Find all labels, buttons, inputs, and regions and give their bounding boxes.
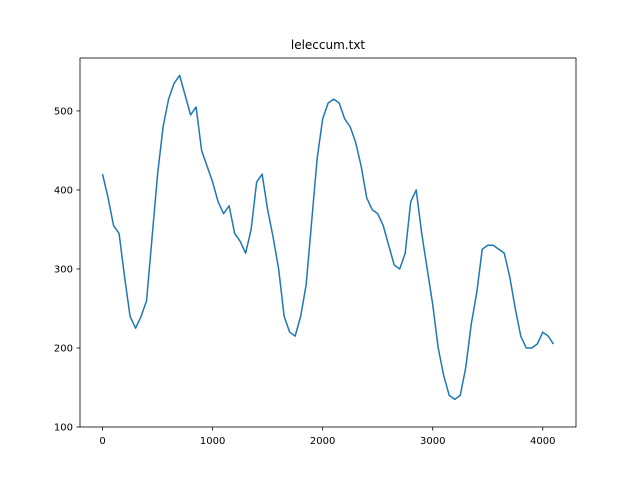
x-tick-label: 4000 xyxy=(530,436,555,447)
y-tick-label: 100 xyxy=(54,423,73,434)
chart-title: leleccum.txt xyxy=(291,38,366,52)
y-tick-label: 300 xyxy=(54,264,73,275)
axes-frame xyxy=(79,57,577,428)
y-tick-label: 400 xyxy=(54,185,73,196)
y-tick-label: 500 xyxy=(54,106,73,117)
x-tick-label: 0 xyxy=(99,436,105,447)
data-line xyxy=(101,74,555,401)
y-tick-label: 200 xyxy=(54,343,73,354)
x-tick-label: 3000 xyxy=(420,436,445,447)
x-tick-label: 1000 xyxy=(200,436,225,447)
x-tick-label: 2000 xyxy=(310,436,335,447)
